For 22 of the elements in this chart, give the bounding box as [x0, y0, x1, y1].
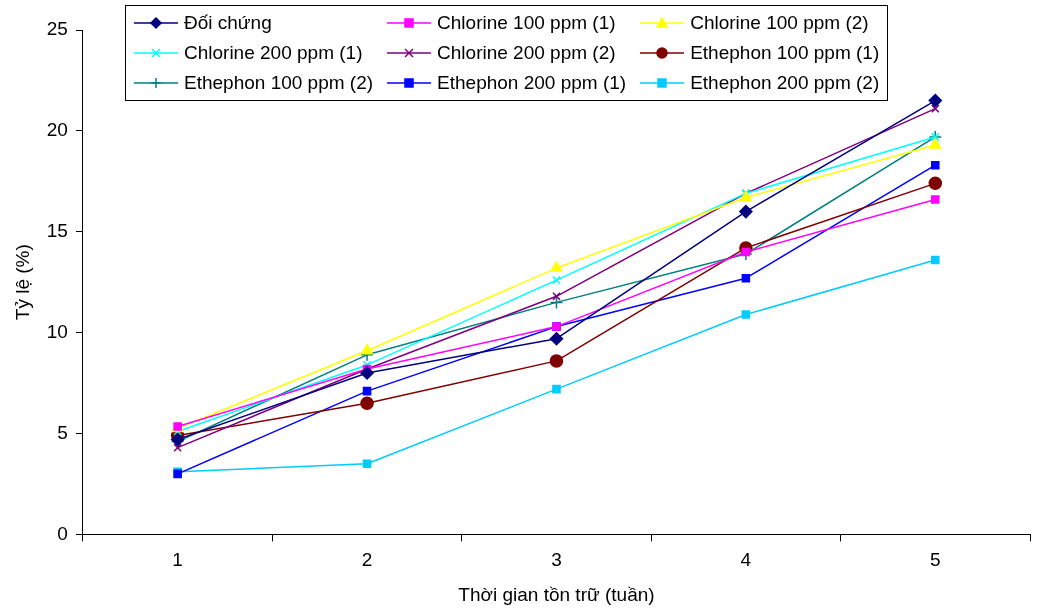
- y-tick-label: 25: [46, 18, 68, 40]
- x-tick-label: 2: [361, 549, 373, 571]
- x-tick-label: 5: [930, 549, 941, 571]
- legend-label: Ethephon 200 ppm (2): [690, 72, 880, 94]
- y-tick-label: 0: [57, 522, 68, 544]
- x-tick-label: 3: [551, 549, 562, 571]
- y-tick-label: 15: [46, 219, 68, 241]
- legend-label: Chlorine 200 ppm (2): [437, 42, 616, 64]
- legend-label: Đối chứng: [184, 12, 272, 34]
- x-axis-title: Thời gian tồn trữ (tuần): [458, 583, 655, 605]
- legend-label: Chlorine 100 ppm (1): [437, 12, 616, 34]
- legend-label: Ethephon 200 ppm (1): [437, 72, 627, 94]
- y-axis-title: Tỷ lệ (%): [11, 244, 33, 321]
- y-tick-label: 20: [46, 119, 68, 141]
- x-tick-label: 4: [740, 549, 752, 571]
- legend-label: Ethephon 100 ppm (1): [690, 42, 880, 64]
- legend-label: Chlorine 100 ppm (2): [690, 12, 869, 34]
- legend-label: Ethephon 100 ppm (2): [184, 72, 374, 94]
- y-tick-label: 10: [46, 320, 68, 342]
- x-tick-label: 1: [172, 549, 183, 571]
- legend-label: Chlorine 200 ppm (1): [184, 42, 363, 64]
- y-tick-label: 5: [57, 421, 68, 443]
